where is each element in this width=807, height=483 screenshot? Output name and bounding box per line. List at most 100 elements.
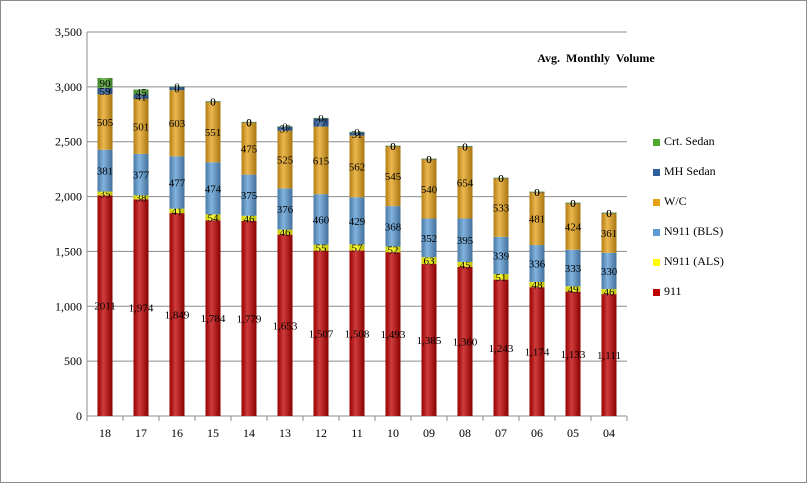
bar-segment xyxy=(205,101,221,103)
data-label: 77 xyxy=(316,117,328,129)
bar-segment xyxy=(349,244,365,251)
legend-swatch xyxy=(653,289,660,296)
bar-segment xyxy=(601,294,617,416)
data-label: 1,360 xyxy=(453,336,478,348)
bar-segment xyxy=(529,192,545,246)
bar-segment xyxy=(421,158,437,160)
data-label: 38 xyxy=(136,192,148,204)
data-label: 0 xyxy=(462,141,468,153)
bar-segment xyxy=(169,90,185,157)
bar-segment xyxy=(385,145,401,147)
data-label: 1,849 xyxy=(165,310,190,322)
bar-segment xyxy=(529,281,545,288)
bar-segment xyxy=(97,149,113,192)
bar-segment xyxy=(601,212,617,214)
bar-segment xyxy=(97,191,113,196)
y-tick-label: 1,500 xyxy=(55,244,82,258)
y-tick-label: 500 xyxy=(64,354,82,368)
bar-segment xyxy=(385,252,401,416)
bar-segment xyxy=(529,191,545,193)
data-label: 481 xyxy=(529,214,546,226)
data-label: 654 xyxy=(457,178,474,190)
data-label: 0 xyxy=(570,198,576,210)
data-label: 0 xyxy=(606,208,612,220)
data-label: 0 xyxy=(246,117,252,129)
bar-segment xyxy=(241,215,257,221)
data-label: 0 xyxy=(462,142,468,154)
data-label: 336 xyxy=(529,258,546,270)
data-label: 368 xyxy=(385,221,402,233)
y-tick-label: 0 xyxy=(76,409,82,423)
data-label: 533 xyxy=(493,203,510,215)
data-label: 46 xyxy=(604,287,616,299)
data-label: 1,779 xyxy=(237,313,262,325)
bar-segment xyxy=(457,146,473,219)
data-label: 1,133 xyxy=(561,349,586,361)
data-label: 57 xyxy=(352,242,364,254)
data-label: 330 xyxy=(601,266,618,278)
data-label: 45 xyxy=(136,87,148,99)
data-label: 0 xyxy=(534,187,540,199)
bar-segment xyxy=(205,220,221,416)
bar-segment xyxy=(493,279,509,416)
y-tick-label: 3,500 xyxy=(55,25,82,39)
bar-segment xyxy=(493,178,509,179)
data-label: 475 xyxy=(241,144,258,156)
bar-segment xyxy=(457,218,473,262)
data-label: 41 xyxy=(172,206,183,218)
data-label: 540 xyxy=(421,184,438,196)
bar-segment xyxy=(313,117,329,119)
data-label: 2011 xyxy=(94,301,116,313)
bar-segment xyxy=(565,286,581,292)
data-label: 460 xyxy=(313,214,330,226)
data-label: 35 xyxy=(100,188,112,200)
bar-segment xyxy=(241,220,257,416)
bar-segment xyxy=(493,236,509,275)
data-label: 59 xyxy=(100,86,112,98)
bar-segment xyxy=(349,197,365,245)
legend-swatch xyxy=(653,259,660,266)
data-label: 333 xyxy=(565,263,582,275)
data-label: 0 xyxy=(174,82,180,94)
bar-segment xyxy=(565,249,581,287)
data-label: 562 xyxy=(349,161,366,173)
data-label: 31 xyxy=(352,129,363,141)
x-tick-label: 12 xyxy=(315,426,327,440)
x-tick-label: 09 xyxy=(423,426,435,440)
bar-segment xyxy=(277,188,293,230)
data-label: 48 xyxy=(532,280,544,292)
bar-segment xyxy=(313,250,329,416)
data-label: 0 xyxy=(246,117,252,129)
bar-segment xyxy=(313,244,329,251)
data-label: 381 xyxy=(97,166,114,178)
bar-segment xyxy=(133,94,149,99)
bar-segment xyxy=(457,146,473,147)
bar-segment xyxy=(97,94,113,150)
y-tick-label: 2,000 xyxy=(55,190,82,204)
legend-swatch xyxy=(653,199,660,206)
data-label: 474 xyxy=(205,183,222,195)
data-label: 377 xyxy=(133,170,150,182)
y-tick-label: 3,000 xyxy=(55,80,82,94)
data-label: 1,784 xyxy=(201,313,226,325)
data-label: 51 xyxy=(496,272,507,284)
data-label: 395 xyxy=(457,235,474,247)
data-label: 45 xyxy=(460,259,472,271)
data-label: 1,493 xyxy=(381,329,406,341)
data-label: 615 xyxy=(313,155,330,167)
bar-segment xyxy=(169,86,185,91)
bar-segment xyxy=(601,289,617,295)
bar-segment xyxy=(313,126,329,195)
data-label: 0 xyxy=(426,154,432,166)
bar-segment xyxy=(565,203,581,250)
bar-segment xyxy=(529,191,545,193)
bar-segment xyxy=(133,89,149,95)
bar-segment xyxy=(97,87,113,95)
bar-segment xyxy=(169,86,185,88)
bar-segment xyxy=(241,121,257,123)
bar-segment xyxy=(277,234,293,416)
bar-segment xyxy=(421,218,437,258)
x-tick-label: 05 xyxy=(567,426,579,440)
